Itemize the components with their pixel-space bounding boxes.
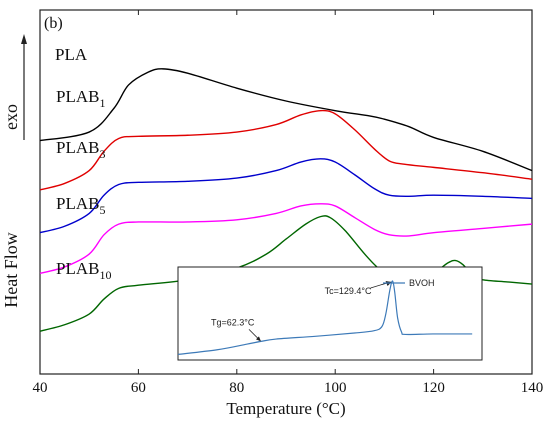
x-axis-ticks: 40 60 80 100 120 140 bbox=[33, 10, 544, 396]
x-tick-label: 100 bbox=[324, 380, 347, 396]
curve-plab5 bbox=[39, 203, 533, 275]
x-axis-label: Temperature (°C) bbox=[226, 399, 345, 418]
curve-plab3 bbox=[39, 158, 533, 234]
tg-arrow-head bbox=[255, 336, 261, 342]
label-plab5: PLAB5 bbox=[56, 194, 105, 217]
tc-annotation: Tc=129.4°C bbox=[325, 286, 372, 296]
x-tick-label: 60 bbox=[131, 380, 146, 396]
curves bbox=[39, 68, 533, 332]
inset: Tg=62.3°C Tc=129.4°C BVOH bbox=[177, 266, 483, 361]
x-tick-label: 80 bbox=[229, 380, 244, 396]
plot-frame bbox=[39, 9, 533, 375]
curve-plab1 bbox=[39, 109, 533, 191]
label-pla: PLA bbox=[55, 45, 88, 64]
x-tick-label: 40 bbox=[33, 380, 48, 396]
exo-label: exo bbox=[1, 104, 21, 130]
inset-frame bbox=[177, 266, 483, 361]
label-plab1: PLAB1 bbox=[56, 87, 105, 110]
x-tick-label: 120 bbox=[422, 380, 445, 396]
panel-label: (b) bbox=[44, 15, 63, 32]
label-plab3: PLAB3 bbox=[56, 138, 105, 161]
inset-legend-label: BVOH bbox=[409, 278, 435, 288]
curve-bvoh bbox=[177, 280, 473, 356]
curve-plab10 bbox=[39, 215, 533, 332]
x-tick-label: 140 bbox=[521, 380, 544, 396]
label-plab10: PLAB10 bbox=[56, 259, 111, 282]
curve-pla bbox=[39, 68, 533, 172]
exo-arrow-head bbox=[21, 34, 27, 44]
tg-annotation: Tg=62.3°C bbox=[211, 317, 255, 327]
y-axis-label: Heat Flow bbox=[1, 232, 21, 308]
curve-labels: PLA PLAB1 PLAB3 PLAB5 PLAB10 bbox=[55, 45, 111, 282]
